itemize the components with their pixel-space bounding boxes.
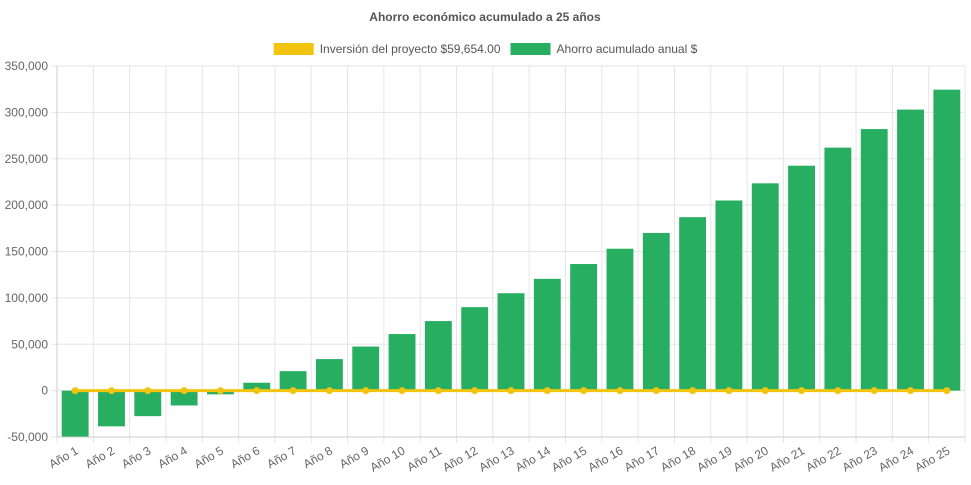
x-tick-label: Año 18: [658, 443, 698, 474]
line-point[interactable]: [325, 387, 333, 395]
line-point[interactable]: [689, 387, 697, 395]
x-tick-label: Año 5: [192, 443, 226, 471]
grid-lines: [51, 65, 966, 443]
x-tick-label: Año 24: [876, 443, 916, 474]
line-point[interactable]: [834, 387, 842, 395]
line-point[interactable]: [216, 387, 224, 395]
line-point[interactable]: [580, 387, 588, 395]
bar[interactable]: [642, 232, 670, 391]
x-tick-label: Año 16: [586, 443, 626, 474]
line-point[interactable]: [71, 387, 79, 395]
line-point[interactable]: [362, 387, 370, 395]
bar[interactable]: [606, 248, 634, 391]
x-tick-label: Año 11: [405, 443, 444, 474]
line-point[interactable]: [616, 387, 624, 395]
bar[interactable]: [424, 321, 452, 391]
bar[interactable]: [788, 165, 815, 391]
x-tick-label: Año 6: [228, 443, 262, 471]
y-tick-label: 250,000: [5, 152, 49, 166]
line-point[interactable]: [471, 387, 479, 395]
x-tick-label: Año 22: [803, 443, 843, 474]
line-point[interactable]: [180, 387, 188, 395]
x-tick-label: Año 3: [119, 443, 153, 471]
y-tick-label: 0: [41, 384, 48, 398]
bar[interactable]: [860, 129, 888, 391]
line-point[interactable]: [289, 387, 297, 395]
line-point[interactable]: [144, 387, 152, 395]
bar[interactable]: [61, 390, 89, 437]
bar[interactable]: [243, 382, 271, 391]
bar[interactable]: [170, 390, 198, 406]
bar[interactable]: [933, 89, 961, 391]
x-axis: Año 1 Año 2 Año 3 Año 4 Año 5 Año 6 Año 7 Año 8…: [47, 436, 965, 475]
line-point[interactable]: [907, 387, 915, 395]
x-tick-label: Año 7: [264, 443, 298, 471]
bar[interactable]: [715, 200, 743, 391]
x-tick-label: Año 19: [694, 443, 734, 474]
bar[interactable]: [751, 183, 779, 391]
y-tick-label: 350,000: [5, 59, 49, 73]
x-tick-label: Año 17: [622, 443, 662, 474]
line-point[interactable]: [434, 387, 442, 395]
y-axis: -50,000 0 50,000 100,000 150,000 200,000 250,0…: [5, 59, 58, 444]
y-tick-label: 200,000: [5, 198, 49, 212]
bar[interactable]: [388, 334, 416, 391]
bar[interactable]: [570, 264, 598, 391]
x-tick-label: Año 15: [549, 443, 589, 474]
bar[interactable]: [679, 217, 707, 391]
x-tick-label: Año 9: [337, 443, 371, 471]
x-tick-label: Año 2: [83, 443, 117, 471]
bar[interactable]: [533, 278, 561, 391]
bar-series: [61, 89, 961, 437]
legend-item[interactable]: Inversión del proyecto $59,654.00: [273, 42, 501, 56]
line-point[interactable]: [870, 387, 878, 395]
line-point[interactable]: [725, 387, 733, 395]
bar[interactable]: [352, 346, 380, 391]
y-tick-label: 150,000: [5, 245, 49, 259]
bar[interactable]: [461, 307, 489, 391]
x-tick-label: Año 23: [840, 443, 880, 474]
x-tick-label: Año 12: [440, 443, 480, 474]
x-tick-label: Año 8: [301, 443, 335, 471]
line-point[interactable]: [107, 387, 115, 395]
chart-title: Ahorro económico acumulado a 25 años: [369, 10, 601, 24]
legend-label: Ahorro acumulado anual $: [557, 42, 698, 56]
x-tick-label: Año 10: [368, 443, 408, 474]
line-series: [71, 387, 951, 395]
bar[interactable]: [315, 359, 343, 391]
x-tick-label: Año 21: [767, 443, 807, 474]
line-point[interactable]: [798, 387, 806, 395]
line-point[interactable]: [652, 387, 660, 395]
legend-swatch: [510, 43, 551, 55]
bar[interactable]: [897, 109, 924, 391]
y-tick-label: 100,000: [5, 291, 49, 305]
bar[interactable]: [279, 371, 307, 391]
x-tick-label: Año 14: [513, 443, 553, 474]
x-tick-label: Año 13: [477, 443, 517, 474]
legend: Inversión del proyecto $59,654.00 Ahorro …: [273, 42, 698, 56]
bar[interactable]: [98, 390, 125, 427]
x-tick-label: Año 20: [731, 443, 771, 474]
line-point[interactable]: [507, 387, 515, 395]
x-tick-label: Año 4: [155, 443, 189, 471]
bar[interactable]: [824, 147, 852, 391]
bar[interactable]: [134, 390, 162, 417]
legend-swatch: [273, 43, 314, 55]
y-tick-label: 50,000: [11, 337, 48, 351]
line-point[interactable]: [398, 387, 406, 395]
legend-label: Inversión del proyecto $59,654.00: [320, 42, 501, 56]
y-tick-label: 300,000: [5, 105, 49, 119]
legend-item[interactable]: Ahorro acumulado anual $: [510, 42, 698, 56]
bar[interactable]: [497, 293, 525, 391]
y-tick-label: -50,000: [7, 430, 48, 444]
line-point[interactable]: [253, 387, 261, 395]
line-point[interactable]: [943, 387, 951, 395]
line-point[interactable]: [761, 387, 769, 395]
x-tick-label: Año 25: [912, 443, 952, 474]
line-point[interactable]: [543, 387, 551, 395]
x-tick-label: Año 1: [47, 443, 81, 471]
